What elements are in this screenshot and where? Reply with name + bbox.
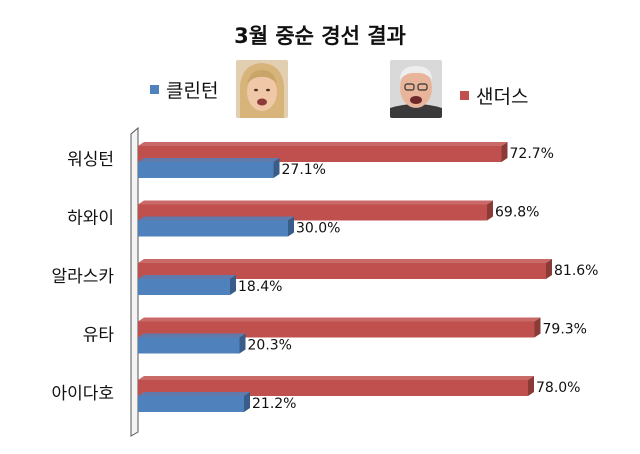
legend-sanders: 샌더스 (460, 82, 528, 109)
bar-side-sanders-1 (487, 200, 493, 221)
category-label-3: 유타 (83, 326, 115, 346)
sanders-portrait (390, 60, 442, 118)
bar-clinton-1 (138, 220, 288, 237)
category-label-1: 하와이 (67, 209, 114, 229)
bar-clinton-4 (138, 396, 244, 412)
value-label-sanders-3: 79.3% (543, 322, 587, 338)
value-label-sanders-2: 81.6% (554, 263, 598, 279)
axis-wall (130, 126, 139, 437)
bar-side-sanders-3 (534, 317, 541, 338)
value-label-sanders-0: 72.7% (510, 146, 554, 162)
value-label-clinton-4: 21.2% (252, 396, 296, 412)
bar-top-clinton-0 (138, 158, 280, 162)
bar-top-clinton-1 (138, 216, 294, 221)
legend-label-clinton: 클린턴 (166, 80, 219, 102)
bar-top-clinton-3 (138, 333, 246, 338)
bar-top-clinton-2 (138, 275, 236, 279)
bar-top-sanders-0 (138, 142, 508, 146)
bar-side-sanders-4 (528, 376, 534, 396)
value-label-clinton-2: 18.4% (238, 279, 282, 295)
bar-top-clinton-4 (138, 392, 250, 396)
value-label-sanders-4: 78.0% (536, 380, 580, 396)
bar-top-sanders-3 (138, 317, 541, 322)
category-label-2: 알라스카 (51, 267, 114, 287)
bar-sanders-2 (138, 263, 546, 279)
legend-clinton: 클린턴 (150, 76, 218, 103)
bar-side-clinton-1 (288, 216, 294, 237)
legend-swatch-clinton (150, 85, 159, 94)
value-label-clinton-3: 20.3% (248, 338, 292, 354)
legend-label-sanders: 샌더스 (476, 86, 529, 108)
category-label-4: 아이다호 (51, 384, 114, 404)
chart-title: 3월 중순 경선 결과 (234, 24, 406, 48)
bar-side-clinton-4 (244, 392, 250, 412)
bar-side-clinton-3 (239, 333, 246, 354)
value-label-sanders-1: 69.8% (495, 205, 539, 221)
category-label-0: 워싱턴 (67, 150, 114, 170)
value-label-clinton-1: 30.0% (296, 221, 340, 237)
bar-side-clinton-0 (273, 158, 280, 178)
bar-top-sanders-1 (138, 200, 493, 205)
bar-side-clinton-2 (230, 275, 236, 295)
legend-swatch-sanders (460, 91, 469, 100)
bar-top-sanders-2 (138, 259, 552, 263)
bar-clinton-3 (138, 337, 240, 354)
bar-side-sanders-0 (501, 142, 508, 162)
clinton-portrait (236, 60, 288, 118)
bar-side-sanders-2 (546, 259, 552, 279)
value-label-clinton-0: 27.1% (282, 162, 326, 178)
bar-top-sanders-4 (138, 376, 534, 380)
bar-clinton-0 (138, 162, 274, 178)
bar-clinton-2 (138, 279, 230, 295)
